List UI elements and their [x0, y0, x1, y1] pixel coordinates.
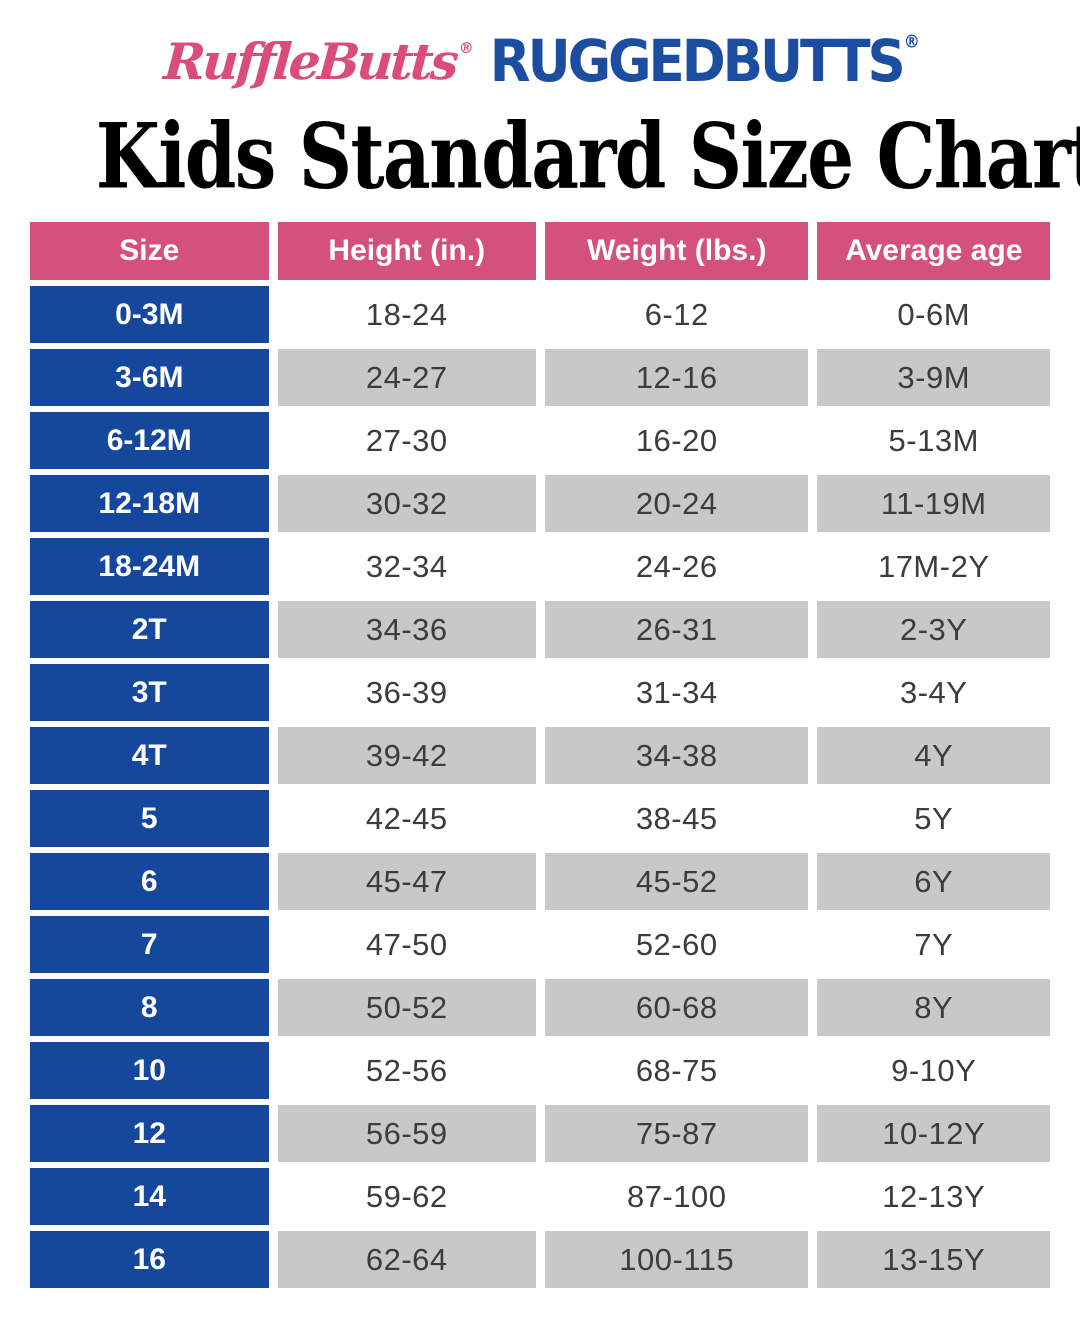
- weight-cell: 6-12: [544, 286, 809, 343]
- average-age-cell: 10-12Y: [817, 1105, 1050, 1162]
- page-title: Kids Standard Size Chart: [95, 102, 1080, 210]
- size-cell: 14: [30, 1168, 269, 1225]
- size-cell: 7: [30, 916, 269, 973]
- average-age-cell: 4Y: [817, 727, 1050, 784]
- weight-cell: 60-68: [544, 979, 809, 1036]
- height-cell: 24-27: [277, 349, 536, 406]
- height-cell: 59-62: [277, 1168, 536, 1225]
- size-cell: 3T: [30, 664, 269, 721]
- height-cell: 39-42: [277, 727, 536, 784]
- weight-cell: 34-38: [544, 727, 809, 784]
- brand-logos: RuffleButts® RUGGEDBUTTS®: [0, 0, 1080, 100]
- height-cell: 56-59: [277, 1105, 536, 1162]
- size-cell: 4T: [30, 727, 269, 784]
- registered-trademark-icon: ®: [904, 30, 921, 52]
- average-age-cell: 3-9M: [817, 349, 1050, 406]
- column-header-height: Height (in.): [277, 222, 536, 280]
- average-age-cell: 9-10Y: [817, 1042, 1050, 1099]
- average-age-cell: 2-3Y: [817, 601, 1050, 658]
- average-age-cell: 12-13Y: [817, 1168, 1050, 1225]
- registered-trademark-icon: ®: [457, 39, 475, 57]
- weight-cell: 45-52: [544, 853, 809, 910]
- weight-cell: 52-60: [544, 916, 809, 973]
- weight-cell: 68-75: [544, 1042, 809, 1099]
- weight-cell: 31-34: [544, 664, 809, 721]
- weight-cell: 38-45: [544, 790, 809, 847]
- rufflebutts-logo: RuffleButts®: [162, 32, 475, 91]
- weight-cell: 20-24: [544, 475, 809, 532]
- size-chart-table: Size Height (in.) Weight (lbs.) Average …: [30, 222, 1050, 1288]
- height-cell: 47-50: [277, 916, 536, 973]
- size-cell: 12-18M: [30, 475, 269, 532]
- ruggedbutts-logo-text: RUGGEDBUTTS: [490, 28, 906, 96]
- size-cell: 2T: [30, 601, 269, 658]
- size-cell: 6-12M: [30, 412, 269, 469]
- height-cell: 27-30: [277, 412, 536, 469]
- height-cell: 18-24: [277, 286, 536, 343]
- height-cell: 45-47: [277, 853, 536, 910]
- weight-cell: 75-87: [544, 1105, 809, 1162]
- size-cell: 8: [30, 979, 269, 1036]
- height-cell: 62-64: [277, 1231, 536, 1288]
- average-age-cell: 0-6M: [817, 286, 1050, 343]
- weight-cell: 16-20: [544, 412, 809, 469]
- ruggedbutts-logo: RUGGEDBUTTS®: [490, 30, 921, 91]
- height-cell: 50-52: [277, 979, 536, 1036]
- average-age-cell: 13-15Y: [817, 1231, 1050, 1288]
- height-cell: 36-39: [277, 664, 536, 721]
- size-cell: 12: [30, 1105, 269, 1162]
- column-header-size: Size: [30, 222, 269, 280]
- size-cell: 0-3M: [30, 286, 269, 343]
- column-header-average-age: Average age: [817, 222, 1050, 280]
- weight-cell: 12-16: [544, 349, 809, 406]
- height-cell: 32-34: [277, 538, 536, 595]
- average-age-cell: 5-13M: [817, 412, 1050, 469]
- weight-cell: 87-100: [544, 1168, 809, 1225]
- average-age-cell: 11-19M: [817, 475, 1050, 532]
- average-age-cell: 3-4Y: [817, 664, 1050, 721]
- size-cell: 16: [30, 1231, 269, 1288]
- size-cell: 18-24M: [30, 538, 269, 595]
- column-header-weight: Weight (lbs.): [544, 222, 809, 280]
- weight-cell: 26-31: [544, 601, 809, 658]
- rufflebutts-logo-text: RuffleButts: [161, 32, 458, 91]
- weight-cell: 100-115: [544, 1231, 809, 1288]
- average-age-cell: 6Y: [817, 853, 1050, 910]
- height-cell: 52-56: [277, 1042, 536, 1099]
- average-age-cell: 5Y: [817, 790, 1050, 847]
- size-cell: 3-6M: [30, 349, 269, 406]
- height-cell: 34-36: [277, 601, 536, 658]
- size-cell: 10: [30, 1042, 269, 1099]
- height-cell: 30-32: [277, 475, 536, 532]
- size-cell: 5: [30, 790, 269, 847]
- average-age-cell: 17M-2Y: [817, 538, 1050, 595]
- average-age-cell: 7Y: [817, 916, 1050, 973]
- average-age-cell: 8Y: [817, 979, 1050, 1036]
- weight-cell: 24-26: [544, 538, 809, 595]
- size-cell: 6: [30, 853, 269, 910]
- height-cell: 42-45: [277, 790, 536, 847]
